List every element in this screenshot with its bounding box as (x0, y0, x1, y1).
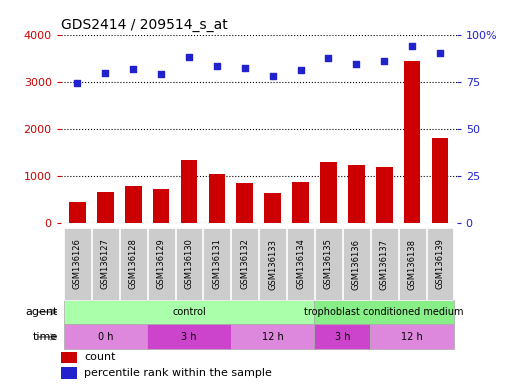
Bar (61, 352, 77, 363)
Bar (63, 300, 315, 324)
Point (436, 50, 444, 56)
Text: 0 h: 0 h (98, 332, 113, 342)
Text: GSM136132: GSM136132 (240, 238, 249, 290)
Bar (320, 162, 337, 223)
Bar (125, 185, 142, 223)
Point (213, 63, 221, 69)
Point (73, 79, 82, 86)
Bar (69, 202, 86, 223)
Point (324, 55, 333, 61)
Bar (147, 324, 231, 349)
Bar (376, 167, 393, 223)
Text: GSM136139: GSM136139 (436, 238, 445, 290)
Bar (315, 324, 370, 349)
Text: GSM136126: GSM136126 (73, 238, 82, 290)
Text: GDS2414 / 209514_s_at: GDS2414 / 209514_s_at (61, 18, 228, 32)
Bar (231, 324, 315, 349)
Text: GSM136138: GSM136138 (408, 238, 417, 290)
Bar (181, 160, 197, 223)
Bar (404, 61, 420, 223)
Point (101, 70, 110, 76)
Bar (431, 137, 448, 223)
Bar (209, 174, 225, 223)
Text: 12 h: 12 h (401, 332, 423, 342)
Text: GSM136128: GSM136128 (129, 238, 138, 290)
Text: GSM136135: GSM136135 (324, 238, 333, 290)
Bar (63, 324, 147, 349)
Text: GSM136136: GSM136136 (352, 238, 361, 290)
Point (157, 71, 165, 77)
Text: time: time (33, 332, 58, 342)
Bar (348, 165, 365, 223)
Text: GSM136133: GSM136133 (268, 238, 277, 290)
Text: percentile rank within the sample: percentile rank within the sample (84, 368, 272, 378)
Text: trophoblast conditioned medium: trophoblast conditioned medium (305, 307, 464, 317)
Point (268, 73, 277, 79)
Bar (61, 367, 77, 379)
Bar (153, 189, 169, 223)
Bar (237, 183, 253, 223)
Bar (315, 300, 454, 324)
Text: 12 h: 12 h (262, 332, 284, 342)
Point (129, 66, 137, 73)
Point (241, 65, 249, 71)
Text: GSM136137: GSM136137 (380, 238, 389, 290)
Point (296, 67, 305, 73)
Bar (292, 182, 309, 223)
Text: count: count (84, 353, 116, 362)
Point (185, 54, 193, 60)
Text: GSM136130: GSM136130 (184, 238, 193, 290)
Text: GSM136134: GSM136134 (296, 238, 305, 290)
Text: control: control (172, 307, 206, 317)
Text: 3 h: 3 h (335, 332, 350, 342)
Text: agent: agent (26, 307, 58, 317)
Text: GSM136127: GSM136127 (101, 238, 110, 290)
Point (352, 61, 361, 67)
Point (380, 58, 389, 64)
Bar (97, 192, 114, 223)
Bar (265, 193, 281, 223)
Text: 3 h: 3 h (181, 332, 197, 342)
Bar (370, 324, 454, 349)
Text: GSM136131: GSM136131 (212, 238, 221, 290)
Text: GSM136129: GSM136129 (157, 238, 166, 290)
Point (408, 43, 416, 49)
